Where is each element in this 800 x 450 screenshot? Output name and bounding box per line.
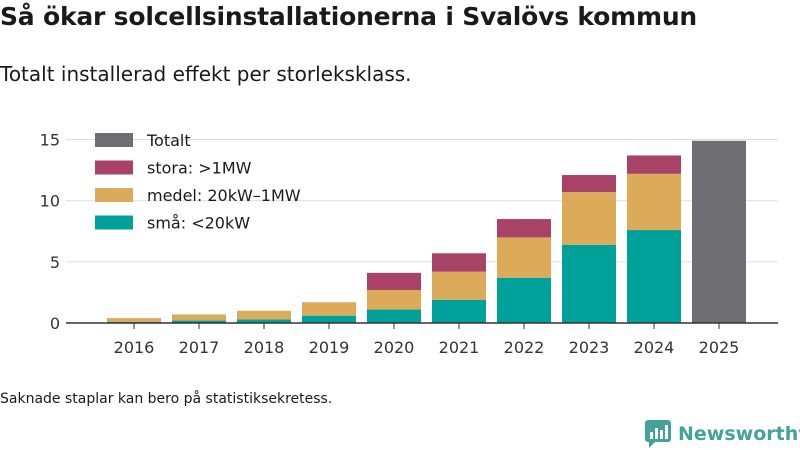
y-tick-label-5: 5 xyxy=(50,253,60,272)
bar-sma-2019 xyxy=(302,315,356,323)
bar-sma-2018 xyxy=(237,319,291,323)
bars xyxy=(107,140,746,323)
y-tick-label-10: 10 xyxy=(40,192,60,211)
y-tick-label-0: 0 xyxy=(50,314,60,333)
bar-stora-2021 xyxy=(432,253,486,272)
bar-stora-2022 xyxy=(497,219,551,238)
x-tick-label-2020: 2020 xyxy=(374,338,415,357)
bar-sma-2023 xyxy=(562,244,616,323)
bar-totalt-2025 xyxy=(692,140,746,323)
legend-swatch-totalt xyxy=(95,133,133,147)
x-tick-label-2022: 2022 xyxy=(504,338,545,357)
bar-medel-2021 xyxy=(432,271,486,300)
x-tick-label-2019: 2019 xyxy=(309,338,350,357)
legend-swatch-stora xyxy=(95,160,133,175)
legend-swatch-sma xyxy=(95,215,133,230)
bar-sma-2017 xyxy=(172,320,226,323)
bar-sma-2022 xyxy=(497,277,551,323)
bar-sma-2020 xyxy=(367,309,421,323)
bar-medel-2024 xyxy=(627,173,681,231)
x-tick-label-2017: 2017 xyxy=(179,338,220,357)
bar-stora-2023 xyxy=(562,175,616,193)
legend-label-stora: stora: >1MW xyxy=(147,159,252,178)
bar-medel-2019 xyxy=(302,302,356,316)
bar-medel-2023 xyxy=(562,192,616,245)
legend-swatch-medel xyxy=(95,188,133,202)
x-tick-label-2018: 2018 xyxy=(244,338,285,357)
x-tick-label-2025: 2025 xyxy=(699,338,740,357)
bar-medel-2018 xyxy=(237,310,291,320)
legend-label-sma: små: <20kW xyxy=(147,214,250,233)
y-axis-ticks: 0 5 10 15 xyxy=(40,131,60,333)
x-tick-label-2024: 2024 xyxy=(634,338,675,357)
x-tick-label-2021: 2021 xyxy=(439,338,480,357)
bar-medel-2017 xyxy=(172,314,226,321)
newsworthy-logo[interactable]: Newsworthy xyxy=(645,420,800,448)
chart-subtitle: Totalt installerad effekt per storlekskl… xyxy=(0,62,412,86)
x-tick-label-2023: 2023 xyxy=(569,338,610,357)
bar-sma-2021 xyxy=(432,299,486,323)
bar-sma-2024 xyxy=(627,230,681,323)
footnote: Saknade staplar kan bero på statistiksek… xyxy=(0,391,333,407)
legend-label-medel: medel: 20kW–1MW xyxy=(147,186,301,205)
chart-title: Så ökar solcellsinstallationerna i Svalö… xyxy=(0,2,698,31)
bar-medel-2016 xyxy=(107,318,161,322)
bar-medel-2022 xyxy=(497,237,551,278)
y-tick-label-15: 15 xyxy=(40,131,60,150)
newsworthy-logo-icon xyxy=(645,420,671,448)
bar-stora-2020 xyxy=(367,272,421,290)
legend: Totalt stora: >1MW medel: 20kW–1MW små: <20… xyxy=(95,131,301,233)
legend-label-totalt: Totalt xyxy=(146,131,191,150)
bar-medel-2020 xyxy=(367,289,421,310)
brand-name: Newsworthy xyxy=(678,423,800,445)
x-tick-label-2016: 2016 xyxy=(114,338,155,357)
bar-stora-2024 xyxy=(627,155,681,174)
x-axis-ticks: 2016 2017 2018 2019 2020 2021 2022 2023 2024 2025 xyxy=(114,323,740,357)
